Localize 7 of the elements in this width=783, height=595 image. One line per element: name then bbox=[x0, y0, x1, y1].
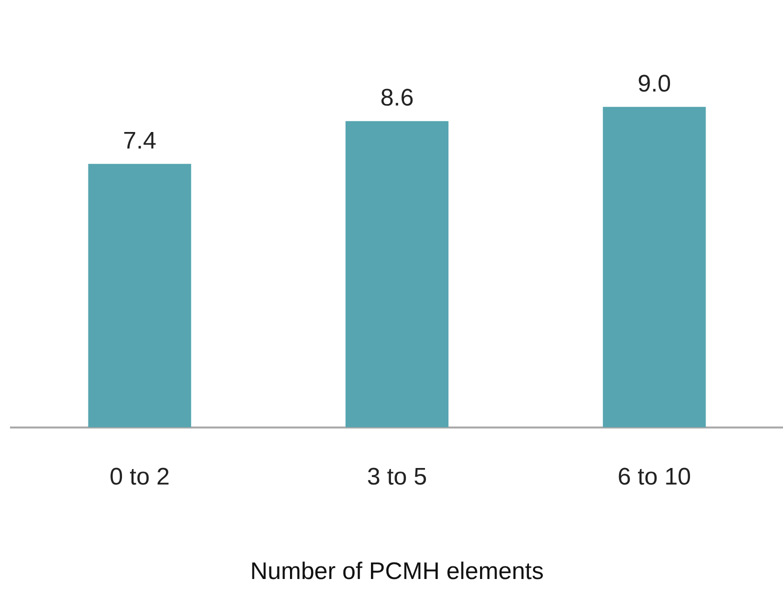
x-tick-label: 6 to 10 bbox=[618, 463, 692, 490]
data-label: 7.4 bbox=[122, 127, 156, 154]
x-tick-label: 3 to 5 bbox=[366, 463, 428, 490]
x-tick-label: 0 to 2 bbox=[110, 463, 170, 490]
data-label: 9.0 bbox=[638, 70, 672, 98]
data-label: 8.6 bbox=[380, 84, 414, 112]
x-axis-title: Number of PCMH elements bbox=[250, 558, 544, 586]
